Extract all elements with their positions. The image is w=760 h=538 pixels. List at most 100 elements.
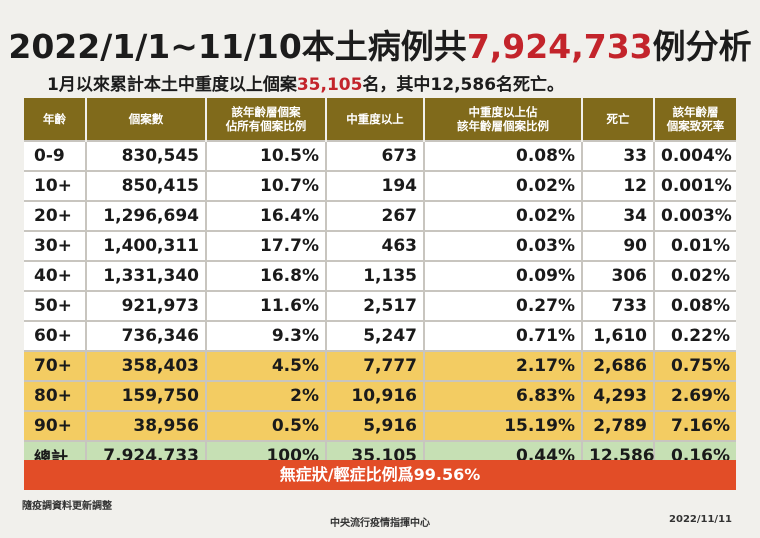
table-cell: 0.08% bbox=[653, 290, 736, 321]
table-cell: 0.02% bbox=[653, 260, 736, 291]
table-cell: 159,750 bbox=[85, 380, 206, 411]
table-cell: 0.27% bbox=[423, 290, 582, 321]
table-row: 50+ 921,973 11.6% 2,517 0.27% 733 0.08% bbox=[24, 290, 736, 321]
table-cell: 15.19% bbox=[423, 410, 582, 441]
column-header: 該年齡層個案 佔所有個案比例 bbox=[205, 98, 326, 141]
age-analysis-table: 年齡 個案數 該年齡層個案 佔所有個案比例 中重度以上 中重度以上佔 該年齡層個案比例 死亡該… bbox=[24, 98, 736, 470]
table-cell: 1,610 bbox=[581, 320, 654, 351]
table-cell: 0.001% bbox=[653, 170, 736, 201]
table-cell: 194 bbox=[325, 170, 424, 201]
table-cell: 358,403 bbox=[85, 350, 206, 381]
table-row: 10+ 850,415 10.7% 194 0.02% 12 0.001% bbox=[24, 170, 736, 201]
table-cell: 0.003% bbox=[653, 200, 736, 231]
table-cell: 850,415 bbox=[85, 170, 206, 201]
table-cell: 9.3% bbox=[205, 320, 326, 351]
table-cell: 0.02% bbox=[423, 200, 582, 231]
age-analysis-table-wrap: 年齡 個案數 該年齡層個案 佔所有個案比例 中重度以上 中重度以上佔 該年齡層個案比例 死亡該… bbox=[24, 98, 736, 470]
table-row: 70+ 358,403 4.5% 7,777 2.17% 2,686 0.75% bbox=[24, 350, 736, 381]
table-row: 90+ 38,956 0.5% 5,916 15.19% 2,789 7.16% bbox=[24, 410, 736, 441]
table-row: 20+ 1,296,694 16.4% 267 0.02% 34 0.003% bbox=[24, 200, 736, 231]
table-cell: 0-9 bbox=[24, 140, 86, 171]
table-cell: 38,956 bbox=[85, 410, 206, 441]
column-header-line: 佔所有個案比例 bbox=[225, 119, 307, 133]
table-cell: 12 bbox=[581, 170, 654, 201]
column-header: 個案數 bbox=[85, 98, 206, 141]
table-cell: 2% bbox=[205, 380, 326, 411]
column-header-line: 中重度以上佔 bbox=[468, 105, 538, 119]
subtitle-severe-count: 35,105 bbox=[296, 75, 363, 95]
table-cell: 0.22% bbox=[653, 320, 736, 351]
table-cell: 0.75% bbox=[653, 350, 736, 381]
table-cell: 0.03% bbox=[423, 230, 582, 261]
title-total-cases: 7,924,733 bbox=[466, 27, 653, 66]
table-cell: 736,346 bbox=[85, 320, 206, 351]
table-cell: 30+ bbox=[24, 230, 86, 261]
table-row: 30+ 1,400,311 17.7% 463 0.03% 90 0.01% bbox=[24, 230, 736, 261]
column-header: 死亡 bbox=[581, 98, 654, 141]
table-cell: 90+ bbox=[24, 410, 86, 441]
table-cell: 2.17% bbox=[423, 350, 582, 381]
page-title: 2022/1/1~11/10本土病例共7,924,733例分析 bbox=[0, 20, 760, 68]
table-cell: 921,973 bbox=[85, 290, 206, 321]
table-cell: 0.004% bbox=[653, 140, 736, 171]
table-cell: 33 bbox=[581, 140, 654, 171]
table-row: 40+ 1,331,340 16.8% 1,135 0.09% 306 0.02% bbox=[24, 260, 736, 291]
table-cell: 1,331,340 bbox=[85, 260, 206, 291]
table-cell: 1,135 bbox=[325, 260, 424, 291]
table-cell: 16.4% bbox=[205, 200, 326, 231]
column-header-line: 死亡 bbox=[606, 112, 630, 126]
table-cell: 2,517 bbox=[325, 290, 424, 321]
table-cell: 7,777 bbox=[325, 350, 424, 381]
column-header-line: 個案致死率 bbox=[666, 119, 725, 133]
column-header-line: 該年齡層 bbox=[672, 105, 719, 119]
table-cell: 5,247 bbox=[325, 320, 424, 351]
column-header-line: 該年齡層個案 bbox=[231, 105, 301, 119]
footer-org: 中央流行疫情指揮中心 bbox=[330, 518, 430, 529]
table-cell: 20+ bbox=[24, 200, 86, 231]
table-cell: 0.01% bbox=[653, 230, 736, 261]
table-cell: 673 bbox=[325, 140, 424, 171]
table-cell: 2,789 bbox=[581, 410, 654, 441]
table-header-row: 年齡 個案數 該年齡層個案 佔所有個案比例 中重度以上 中重度以上佔 該年齡層個案比例 死亡該… bbox=[24, 98, 736, 141]
table-cell: 10+ bbox=[24, 170, 86, 201]
column-header: 年齡 bbox=[24, 98, 86, 141]
table-cell: 10,916 bbox=[325, 380, 424, 411]
table-cell: 0.5% bbox=[205, 410, 326, 441]
table-cell: 34 bbox=[581, 200, 654, 231]
table-cell: 4.5% bbox=[205, 350, 326, 381]
column-header-line: 中重度以上 bbox=[346, 112, 404, 126]
table-cell: 7.16% bbox=[653, 410, 736, 441]
asymptomatic-banner: 無症狀/輕症比例爲99.56% bbox=[24, 460, 736, 490]
table-cell: 6.83% bbox=[423, 380, 582, 411]
table-cell: 5,916 bbox=[325, 410, 424, 441]
table-cell: 0.08% bbox=[423, 140, 582, 171]
table-cell: 70+ bbox=[24, 350, 86, 381]
column-header: 中重度以上 bbox=[325, 98, 424, 141]
column-header: 該年齡層 個案致死率 bbox=[653, 98, 736, 141]
table-cell: 10.7% bbox=[205, 170, 326, 201]
subtitle-prefix: 1月以來累計本土中重度以上個案 bbox=[47, 75, 297, 95]
update-note: 隨疫調資料更新調整 bbox=[22, 501, 112, 512]
table-cell: 463 bbox=[325, 230, 424, 261]
subtitle-suffix: 名，其中12,586名死亡。 bbox=[362, 75, 565, 95]
column-header-line: 該年齡層個案比例 bbox=[457, 119, 549, 133]
table-cell: 11.6% bbox=[205, 290, 326, 321]
table-row: 0-9 830,545 10.5% 673 0.08% 33 0.004% bbox=[24, 140, 736, 171]
table-body: 0-9 830,545 10.5% 673 0.08% 33 0.004% 10+ 850,41… bbox=[24, 140, 736, 470]
table-cell: 306 bbox=[581, 260, 654, 291]
table-cell: 733 bbox=[581, 290, 654, 321]
table-cell: 2,686 bbox=[581, 350, 654, 381]
table-cell: 830,545 bbox=[85, 140, 206, 171]
table-cell: 80+ bbox=[24, 380, 86, 411]
table-cell: 2.69% bbox=[653, 380, 736, 411]
table-cell: 0.71% bbox=[423, 320, 582, 351]
title-prefix: 2022/1/1~11/10本土病例共 bbox=[8, 27, 467, 66]
column-header-line: 年齡 bbox=[43, 112, 66, 126]
column-header: 中重度以上佔 該年齡層個案比例 bbox=[423, 98, 582, 141]
table-cell: 50+ bbox=[24, 290, 86, 321]
table-cell: 4,293 bbox=[581, 380, 654, 411]
table-cell: 40+ bbox=[24, 260, 86, 291]
table-cell: 16.8% bbox=[205, 260, 326, 291]
title-suffix: 例分析 bbox=[652, 27, 752, 66]
table-cell: 0.09% bbox=[423, 260, 582, 291]
